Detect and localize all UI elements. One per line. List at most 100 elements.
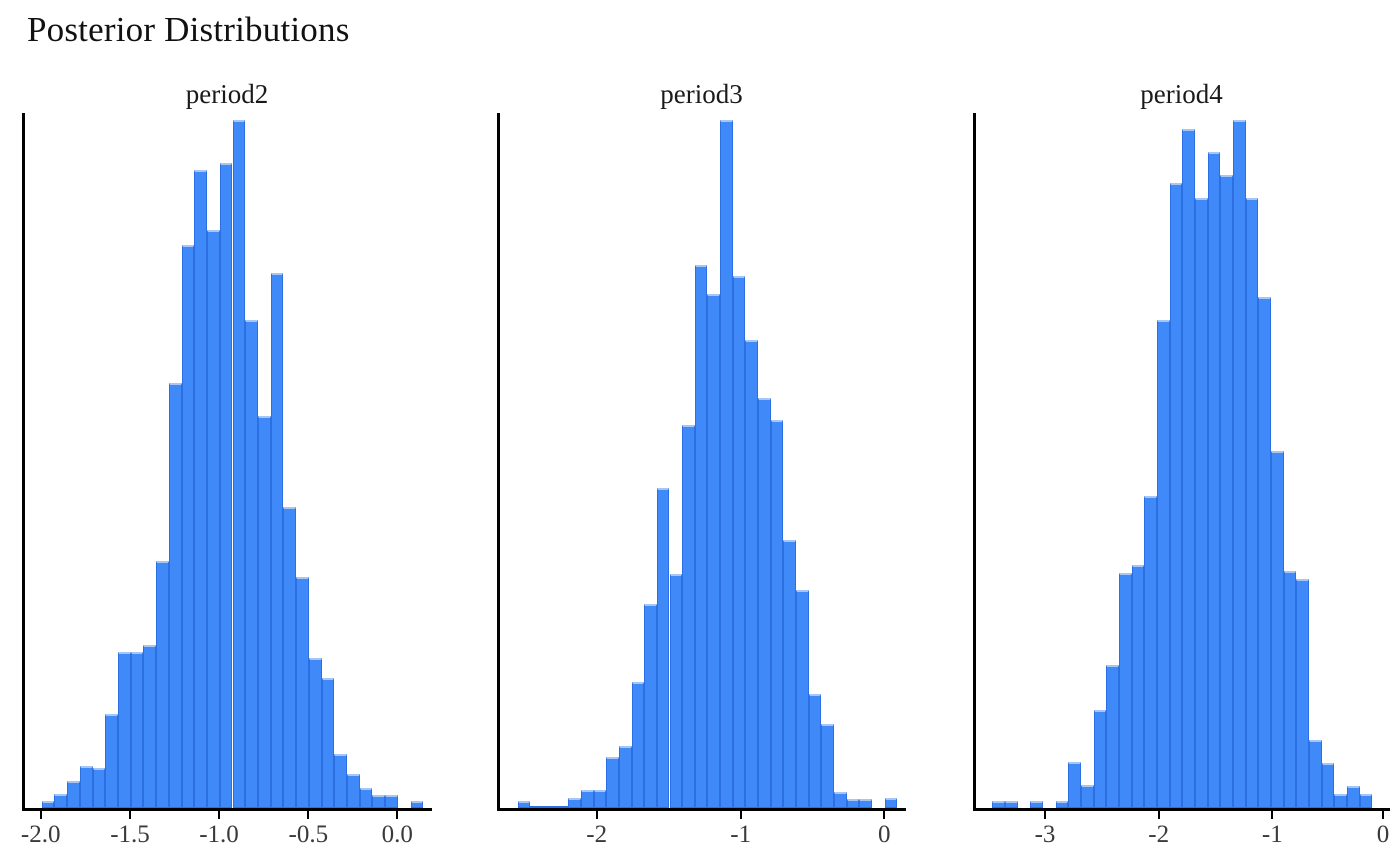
histogram-bar	[745, 340, 759, 808]
histogram-bar	[1309, 740, 1322, 808]
histogram-bar	[1068, 762, 1081, 808]
histogram-bar	[1321, 763, 1335, 808]
y-axis-line	[973, 113, 976, 808]
histogram-bar	[67, 781, 80, 808]
histogram-bar	[884, 798, 898, 808]
x-axis-tick-label: -1.0	[199, 821, 239, 848]
histogram-bar	[618, 746, 632, 808]
histogram-bar	[669, 574, 683, 808]
panel-title: period3	[660, 79, 743, 109]
histogram-bar	[846, 799, 860, 808]
histogram-bar	[1359, 794, 1373, 808]
x-axis-tick-label: -2	[1148, 821, 1170, 848]
histogram-bar	[130, 652, 144, 808]
histogram-bar	[194, 170, 208, 808]
x-axis-tick-label: -2.0	[20, 821, 61, 848]
histogram-bar	[720, 120, 733, 808]
x-axis-tick-label: -1.5	[110, 821, 150, 848]
histogram-bar	[168, 383, 182, 808]
histogram-bar	[1258, 297, 1272, 808]
panel-title: period2	[185, 79, 269, 109]
histogram-panel-period3: period3 -2 -1 0	[497, 78, 906, 860]
histogram-bar	[219, 163, 233, 808]
x-axis-tick-label: 0	[1376, 821, 1390, 848]
histogram-bar	[644, 604, 657, 808]
histogram-bar	[410, 801, 424, 808]
histogram-bar	[232, 120, 246, 808]
histogram-bar	[1169, 183, 1183, 808]
x-axis-tick	[129, 811, 131, 819]
x-axis-tick	[396, 811, 399, 819]
histogram-bar	[372, 795, 386, 808]
histogram-bar	[859, 799, 872, 808]
x-axis-tick	[1382, 811, 1384, 819]
histogram-bar	[517, 801, 531, 808]
y-axis-line	[497, 113, 500, 808]
x-axis-line	[973, 808, 1390, 811]
histogram-bar	[707, 294, 721, 808]
histogram-bar	[1233, 120, 1246, 808]
histogram-bar	[156, 561, 169, 808]
histogram-bar	[1334, 794, 1348, 808]
histogram-bar	[656, 488, 670, 808]
x-axis-tick-label: -2	[586, 821, 608, 848]
x-axis: -2 -1 0	[497, 808, 906, 860]
x-axis-tick	[1271, 811, 1274, 819]
plot-area	[22, 113, 432, 811]
x-axis-tick-label: 0	[878, 821, 891, 848]
histogram-bar	[1195, 198, 1208, 808]
histogram-bar	[79, 766, 93, 808]
histogram-bar	[1119, 573, 1132, 808]
histogram-bar	[1182, 129, 1195, 808]
histogram-bar	[808, 694, 822, 808]
histogram-bar	[821, 724, 834, 808]
histogram-bar	[796, 590, 809, 808]
histogram-bar	[1220, 175, 1234, 808]
histogram-bar	[54, 794, 68, 808]
histogram-bar	[1157, 320, 1170, 808]
page-title: Posterior Distributions	[27, 10, 350, 49]
histogram-bar	[682, 425, 695, 808]
panel-title: period4	[1140, 79, 1223, 109]
histogram-bar	[1055, 801, 1069, 808]
histogram-bar	[92, 768, 106, 808]
x-axis: -3 -2 -1 0	[973, 808, 1390, 860]
histogram-bar	[1093, 710, 1107, 808]
histogram-bar	[555, 806, 569, 808]
histogram-bar	[207, 230, 220, 808]
histogram-bar	[296, 577, 309, 808]
histogram-bar	[1144, 496, 1157, 808]
histogram-bar	[181, 245, 195, 808]
histogram-bar	[783, 540, 796, 808]
histogram-bar	[833, 792, 847, 808]
x-axis-tick	[218, 811, 220, 819]
histogram-bar	[1207, 152, 1221, 808]
histogram-bar	[385, 795, 398, 808]
x-axis-tick	[883, 811, 886, 819]
x-axis-tick	[739, 811, 742, 819]
x-axis-tick-label: -0.5	[288, 821, 329, 848]
x-axis-tick-label: -3	[1034, 821, 1056, 848]
x-axis-tick	[1044, 811, 1046, 819]
x-axis-tick-label: -1	[730, 821, 752, 848]
histogram-bar	[283, 507, 297, 808]
histogram-bar	[593, 790, 607, 808]
histogram-bar	[992, 801, 1005, 808]
histogram-bar	[694, 265, 708, 808]
histogram-bar	[41, 801, 55, 808]
plot-area	[497, 113, 906, 811]
histogram-bar	[1271, 451, 1284, 808]
histogram-bar	[321, 678, 335, 808]
histogram-bar	[1296, 579, 1310, 808]
histogram-bar	[1283, 571, 1297, 808]
histogram-bar	[1080, 785, 1094, 808]
histogram-bar	[530, 806, 543, 808]
histogram-bar	[1131, 565, 1145, 808]
histogram-bar	[1106, 665, 1119, 808]
histogram-bar	[732, 276, 746, 808]
histogram-bar	[1245, 198, 1259, 808]
histogram-bar	[606, 757, 619, 808]
y-axis-line	[22, 113, 25, 808]
histogram-bar	[105, 714, 119, 808]
